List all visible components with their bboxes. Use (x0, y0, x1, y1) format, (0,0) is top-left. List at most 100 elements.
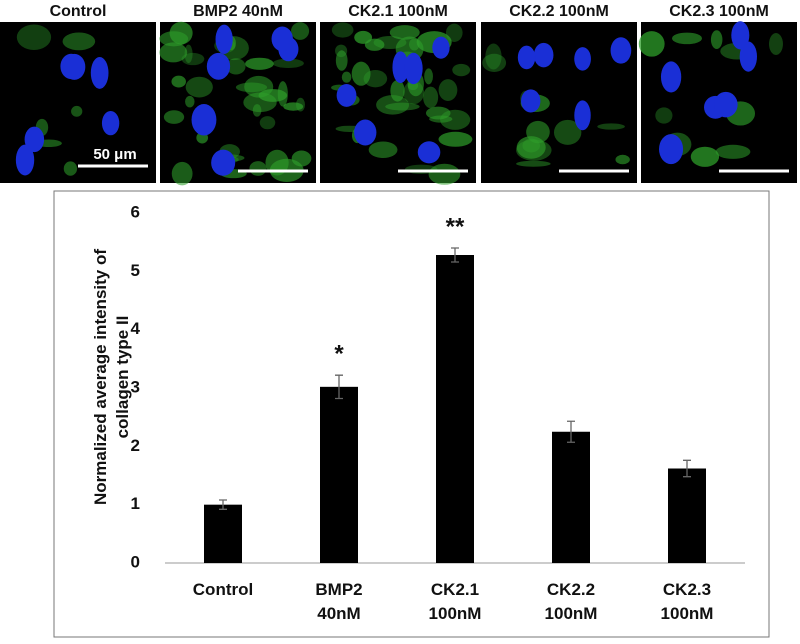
panel-label: CK2.3 100nM (669, 3, 769, 20)
y-tick-label: 1 (131, 494, 140, 513)
panel-label: BMP2 40nM (193, 3, 283, 20)
green-stain (364, 38, 385, 51)
x-tick-label: BMP2 40nM (315, 580, 363, 623)
green-stain (390, 80, 405, 102)
green-stain (185, 76, 213, 98)
green-stain (171, 161, 193, 186)
green-stain (710, 30, 723, 50)
green-stain (516, 136, 546, 159)
green-stain (351, 61, 371, 86)
green-stain (769, 33, 783, 56)
green-stain (71, 105, 83, 117)
green-stain (335, 50, 348, 71)
bar (204, 504, 242, 563)
panel-label: Control (50, 3, 107, 20)
bar (320, 386, 358, 563)
green-stain (16, 24, 52, 50)
green-stain (283, 102, 304, 111)
nucleus (101, 111, 120, 136)
x-tick-label: CK2.2 100nM (544, 580, 598, 623)
green-stain (482, 53, 507, 72)
significance-marker: ** (446, 213, 465, 240)
green-stain (341, 71, 352, 83)
nucleus (271, 26, 293, 52)
nucleus (432, 36, 450, 59)
green-stain (597, 123, 625, 130)
green-stain (385, 102, 420, 111)
green-stain (331, 22, 354, 38)
nucleus (731, 21, 750, 50)
green-stain (184, 44, 193, 64)
green-stain (259, 116, 276, 130)
nucleus (521, 89, 541, 113)
nucleus (533, 42, 554, 68)
green-stain (516, 160, 551, 167)
green-stain (291, 22, 310, 40)
nucleus (660, 61, 682, 93)
nucleus (63, 53, 86, 80)
green-stain (265, 149, 289, 176)
green-stain (159, 42, 188, 63)
green-stain (424, 68, 433, 85)
x-tick-label: CK2.3 100nM (660, 580, 714, 623)
green-stain (638, 31, 665, 57)
scale-bar-label: 50 μm (93, 146, 136, 163)
error-bar (219, 499, 227, 510)
green-stain (245, 57, 274, 70)
nucleus (211, 149, 236, 176)
green-stain (389, 25, 420, 40)
green-stain (295, 97, 305, 112)
nucleus (574, 100, 591, 131)
green-stain (403, 80, 425, 105)
error-bar (683, 459, 691, 478)
green-stain (335, 44, 348, 58)
y-tick-label: 3 (131, 377, 140, 396)
green-stain (163, 110, 185, 124)
x-tick-label: CK2.1 100nM (428, 580, 482, 623)
green-stain (63, 161, 78, 176)
green-stain (671, 32, 702, 45)
significance-marker: * (334, 341, 344, 368)
y-tick-label: 0 (131, 552, 140, 571)
green-stain (438, 79, 458, 101)
green-stain (655, 107, 673, 124)
bar (668, 468, 706, 563)
green-stain (368, 141, 398, 159)
error-bar (567, 420, 575, 443)
x-tick-label: Control (192, 580, 254, 599)
green-stain (445, 23, 463, 42)
bar (436, 255, 474, 563)
green-stain (249, 161, 267, 176)
nucleus (610, 37, 632, 64)
chart-frame (53, 190, 770, 638)
nucleus (191, 104, 217, 136)
nucleus (354, 119, 377, 146)
nucleus (15, 144, 35, 176)
green-stain (185, 95, 195, 108)
green-stain (159, 31, 189, 47)
nucleus (714, 91, 738, 118)
error-bar (335, 374, 343, 400)
y-tick-label: 2 (131, 436, 140, 455)
nucleus (24, 126, 45, 153)
nucleus (206, 52, 231, 80)
nucleus (517, 45, 536, 70)
green-stain (615, 154, 630, 165)
y-axis-label: Normalized average intensity of collagen… (91, 248, 132, 506)
green-stain (690, 146, 720, 167)
green-stain (272, 58, 304, 69)
green-stain (277, 81, 288, 107)
green-stain (438, 131, 473, 147)
nucleus (336, 83, 357, 107)
green-stain (715, 144, 751, 159)
y-tick-label: 5 (131, 261, 140, 280)
nucleus (215, 24, 233, 54)
green-stain (226, 58, 246, 75)
y-tick-label: 4 (131, 319, 141, 338)
green-stain (428, 163, 461, 185)
nucleus (90, 56, 109, 89)
green-stain (171, 75, 186, 88)
green-stain (485, 43, 502, 70)
